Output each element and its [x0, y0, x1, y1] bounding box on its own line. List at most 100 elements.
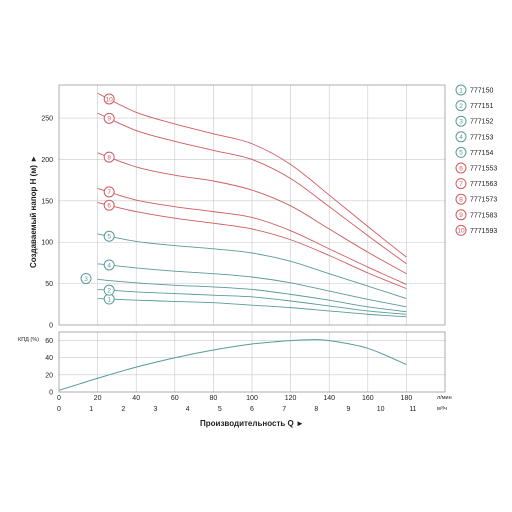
efficiency-chart-grid [59, 332, 445, 392]
legend-badge-number: 10 [457, 228, 465, 235]
curve-badge-number: 5 [107, 234, 111, 241]
head-curves [97, 92, 407, 318]
curve-badge-7: 7 [103, 186, 115, 198]
curve-badge-5: 5 [103, 230, 115, 242]
x-tick-label-m3h: 8 [314, 406, 318, 413]
legend-item-9: 9 7771583 [455, 209, 497, 221]
curve-badge-10: 10 [103, 93, 115, 105]
legend-code: 7771583 [470, 212, 497, 219]
legend-badge-circle [455, 115, 467, 127]
x-tick-labels-m3h: 0 1 2 3 4 5 6 7 8 9 10 11 [57, 406, 417, 413]
curve-badge-6: 6 [103, 199, 115, 211]
head-curve-777150 [97, 298, 407, 318]
legend-badge-number: 4 [459, 134, 463, 141]
y-tick-label: 100 [41, 240, 53, 247]
legend-code: 777151 [470, 103, 493, 110]
y-tick-label: 50 [45, 281, 53, 288]
curve-number-labels: 1 2 3 4 5 6 7 8 9 10 [80, 93, 115, 305]
y-tick-label: 60 [45, 338, 53, 345]
curve-badge-number: 1 [107, 296, 111, 303]
legend-badge-number: 8 [459, 197, 463, 204]
x-tick-label-lpm: 180 [401, 395, 413, 402]
y-tick-label: 200 [41, 157, 53, 164]
legend-item-5: 5 777154 [455, 146, 493, 158]
y-tick-label: 20 [45, 372, 53, 379]
head-chart-grid [59, 85, 445, 325]
head-curve-777153 [97, 263, 407, 308]
x-unit-m3h: м³/ч [437, 406, 447, 412]
legend-badge-circle [455, 146, 467, 158]
legend-badge-number: 6 [459, 165, 463, 172]
head-chart-frame [58, 84, 446, 326]
curve-badge-8: 8 [103, 151, 115, 163]
curve-badge-4: 4 [103, 259, 115, 271]
legend-badge-number: 7 [459, 181, 463, 188]
x-axis-label: Производительность Q ► [200, 419, 304, 428]
legend-code: 7771573 [470, 197, 497, 204]
curve-badge-circle [103, 151, 115, 163]
legend-badge-circle [455, 131, 467, 143]
head-curve-7771563 [97, 188, 407, 285]
legend-badge-number: 5 [459, 150, 463, 157]
x-tick-label-m3h: 2 [121, 406, 125, 413]
legend-item-1: 1 777150 [455, 84, 493, 96]
y-tick-label: 250 [41, 116, 53, 123]
curve-badge-2: 2 [103, 284, 115, 296]
curve-badge-number: 3 [84, 276, 88, 283]
curve-badge-number: 10 [106, 96, 114, 103]
efficiency-y-tick-labels: 0 20 40 60 [45, 338, 53, 396]
efficiency-curve-0 [58, 339, 407, 391]
x-tick-label-m3h: 9 [347, 406, 351, 413]
x-tick-label-lpm: 80 [210, 395, 218, 402]
legend-badge-circle [455, 100, 467, 112]
legend-badge-circle [455, 178, 467, 190]
x-tick-label-lpm: 100 [246, 395, 258, 402]
curve-badge-number: 7 [107, 189, 111, 196]
legend-badge-circle [455, 193, 467, 205]
curve-badge-circle [103, 259, 115, 271]
legend-code: 777154 [470, 150, 493, 157]
x-tick-label-m3h: 4 [186, 406, 190, 413]
head-curve-7771573 [97, 152, 407, 275]
legend-code: 777153 [470, 134, 493, 141]
head-curve-7771593 [97, 92, 407, 258]
x-tick-label-lpm: 120 [285, 395, 297, 402]
head-y-tick-labels: 0 50 100 150 200 250 [41, 116, 53, 330]
y-tick-label: 40 [45, 355, 53, 362]
curve-badge-3: 3 [80, 272, 92, 284]
curve-badge-circle [80, 272, 92, 284]
legend-code: 777152 [470, 119, 493, 126]
curve-badge-number: 2 [107, 287, 111, 294]
x-tick-label-m3h: 3 [154, 406, 158, 413]
legend-item-6: 6 7771553 [455, 162, 497, 174]
y-tick-label: 150 [41, 198, 53, 205]
x-tick-labels-lpm: 0 20 40 60 80 100 120 140 160 180 [57, 395, 412, 402]
head-curve-777151 [97, 288, 407, 315]
curve-badge-circle [103, 230, 115, 242]
head-curve-777152 [97, 279, 407, 313]
legend-code: 777150 [470, 88, 493, 95]
x-tick-label-m3h: 5 [218, 406, 222, 413]
legend-item-10: 10 7771593 [455, 224, 497, 236]
efficiency-curve [58, 339, 407, 391]
curve-badge-circle [103, 199, 115, 211]
curve-badge-9: 9 [103, 112, 115, 124]
x-tick-label-m3h: 7 [282, 406, 286, 413]
legend-badge-number: 1 [459, 87, 463, 94]
x-tick-label-m3h: 1 [89, 406, 93, 413]
legend-badge-number: 3 [459, 119, 463, 126]
curve-badge-circle [103, 186, 115, 198]
curve-badge-number: 8 [107, 154, 111, 161]
x-tick-label-lpm: 140 [323, 395, 335, 402]
efficiency-axis-label: КПД (%) [18, 337, 39, 343]
legend: 1 777150 2 777151 3 777152 4 777153 5 777154 6 7771… [455, 84, 497, 236]
legend-item-4: 4 777153 [455, 131, 493, 143]
legend-item-3: 3 777152 [455, 115, 493, 127]
legend-code: 7771563 [470, 181, 497, 188]
x-tick-label-lpm: 160 [362, 395, 374, 402]
curve-badge-number: 4 [107, 262, 111, 269]
x-tick-label-m3h: 6 [250, 406, 254, 413]
x-tick-label-lpm: 20 [94, 395, 102, 402]
legend-badge-circle [455, 162, 467, 174]
